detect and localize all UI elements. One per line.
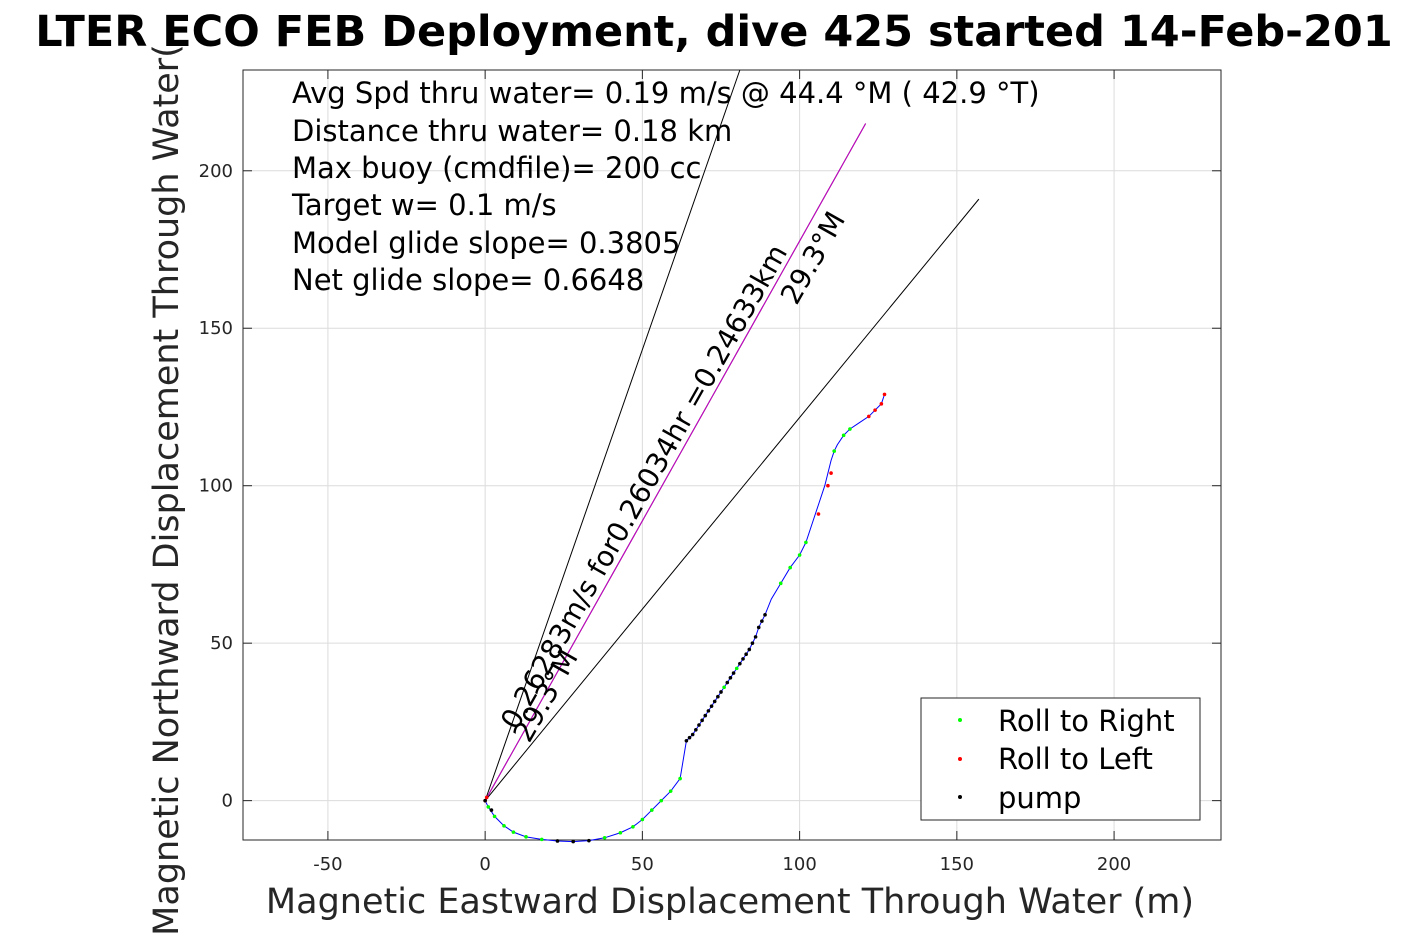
stat-model-glide-slope: Model glide slope= 0.3805	[292, 226, 680, 260]
marker-roll-to-left	[829, 471, 833, 475]
marker-roll-to-right	[788, 565, 792, 570]
legend-label-roll-right: Roll to Right	[998, 704, 1175, 738]
marker-roll-to-right	[841, 433, 846, 438]
stat-distance: Distance thru water= 0.18 km	[292, 114, 732, 148]
stats-block: Avg Spd thru water= 0.19 m/s @ 44.4 °M (…	[291, 76, 1040, 297]
marker-pump	[716, 694, 720, 699]
marker-roll-to-right	[678, 776, 682, 781]
y-tick-label: 200	[199, 161, 233, 182]
marker-pump	[489, 808, 494, 812]
marker-pump	[719, 690, 723, 694]
marker-roll-to-left	[879, 402, 884, 406]
marker-layer	[483, 392, 887, 844]
marker-pump	[703, 713, 708, 718]
line-annotation: 0.26283m/s for0.26034hr =0.24633km	[494, 239, 794, 735]
grid	[243, 70, 1221, 840]
series-track	[484, 394, 885, 843]
legend-marker-roll-right	[958, 718, 962, 722]
marker-pump	[694, 727, 698, 732]
marker-roll-to-right	[659, 798, 664, 803]
x-tick-label: 100	[782, 854, 816, 875]
stat-net-glide-slope: Net glide slope= 0.6648	[292, 263, 644, 297]
reference-line	[484, 198, 980, 801]
marker-roll-to-right	[502, 824, 506, 828]
marker-pump	[744, 652, 748, 656]
marker-roll-to-left	[882, 392, 887, 397]
y-tick-label: 0	[222, 791, 233, 812]
marker-pump	[571, 839, 575, 844]
marker-pump	[690, 732, 695, 737]
stat-target-w: Target w= 0.1 m/s	[291, 188, 557, 222]
reference-line	[484, 69, 741, 801]
marker-pump	[728, 676, 733, 680]
marker-roll-to-right	[492, 814, 497, 819]
marker-roll-to-right	[832, 449, 837, 453]
marker-roll-to-left	[873, 408, 877, 412]
marker-roll-to-right	[848, 427, 852, 431]
series-magenta-bearing	[484, 123, 867, 801]
legend-label-roll-left: Roll to Left	[998, 742, 1153, 776]
marker-roll-to-left	[826, 483, 830, 488]
y-tick-label: 100	[199, 476, 233, 497]
marker-pump	[756, 625, 761, 630]
y-axis-label: Magnetic Northward Displacement Through …	[147, 44, 187, 936]
marker-pump	[763, 613, 767, 617]
marker-pump	[697, 723, 701, 727]
marker-pump	[712, 699, 717, 704]
marker-pump	[760, 619, 764, 623]
marker-roll-to-left	[484, 795, 489, 800]
marker-roll-to-right	[804, 540, 808, 545]
marker-pump	[687, 735, 692, 740]
marker-pump	[731, 671, 736, 675]
stat-avg-speed: Avg Spd thru water= 0.19 m/s @ 44.4 °M (…	[292, 76, 1040, 110]
marker-roll-to-right	[778, 581, 783, 586]
marker-roll-to-right	[539, 837, 544, 842]
marker-pump	[555, 839, 560, 843]
marker-roll-to-right	[797, 553, 802, 557]
marker-roll-to-right	[722, 685, 726, 690]
chart-title: LTER ECO FEB Deployment, dive 425 starte…	[35, 7, 1393, 57]
marker-pump	[750, 641, 755, 645]
marker-pump	[753, 635, 758, 639]
marker-roll-to-right	[511, 830, 516, 834]
axis-ticks: -50 0 50 100 150 200 0 50 100 150 200	[199, 70, 1221, 875]
y-tick-label: 50	[210, 633, 233, 654]
marker-pump	[741, 657, 745, 661]
marker-roll-to-right	[486, 805, 491, 809]
marker-pump	[706, 709, 711, 713]
marker-pump	[684, 738, 689, 743]
x-tick-label: 200	[1097, 854, 1131, 875]
marker-pump	[738, 661, 742, 666]
marker-pump	[587, 838, 591, 843]
legend-marker-pump	[958, 795, 962, 799]
marker-roll-to-left	[866, 414, 871, 419]
marker-roll-to-right	[668, 789, 673, 793]
x-tick-label: 50	[631, 854, 654, 875]
x-tick-label: 0	[479, 854, 490, 875]
legend-label-pump: pump	[998, 781, 1081, 815]
marker-roll-to-right	[734, 666, 739, 671]
x-tick-label: -50	[313, 854, 342, 875]
x-tick-label: 150	[940, 854, 974, 875]
x-axis-label: Magnetic Eastward Displacement Through W…	[266, 882, 1194, 922]
marker-roll-to-left	[816, 512, 821, 516]
plot-area	[242, 69, 1222, 841]
marker-pump	[747, 647, 752, 652]
stat-max-buoy: Max buoy (cmdfile)= 200 cc	[292, 151, 701, 185]
y-tick-label: 150	[199, 318, 233, 339]
marker-roll-to-right	[602, 835, 607, 840]
marker-roll-to-right	[650, 808, 654, 812]
marker-roll-to-right	[524, 835, 528, 839]
legend-marker-roll-left	[958, 757, 962, 761]
marker-pump	[725, 680, 730, 685]
marker-roll-to-right	[640, 817, 645, 822]
legend: Roll to Right Roll to Left pump	[920, 697, 1201, 821]
marker-pump	[709, 704, 714, 708]
marker-roll-to-right	[631, 824, 635, 829]
marker-pump	[700, 718, 704, 723]
marker-roll-to-right	[618, 830, 623, 835]
marker-pump	[483, 798, 487, 803]
legend-box	[920, 697, 1201, 821]
